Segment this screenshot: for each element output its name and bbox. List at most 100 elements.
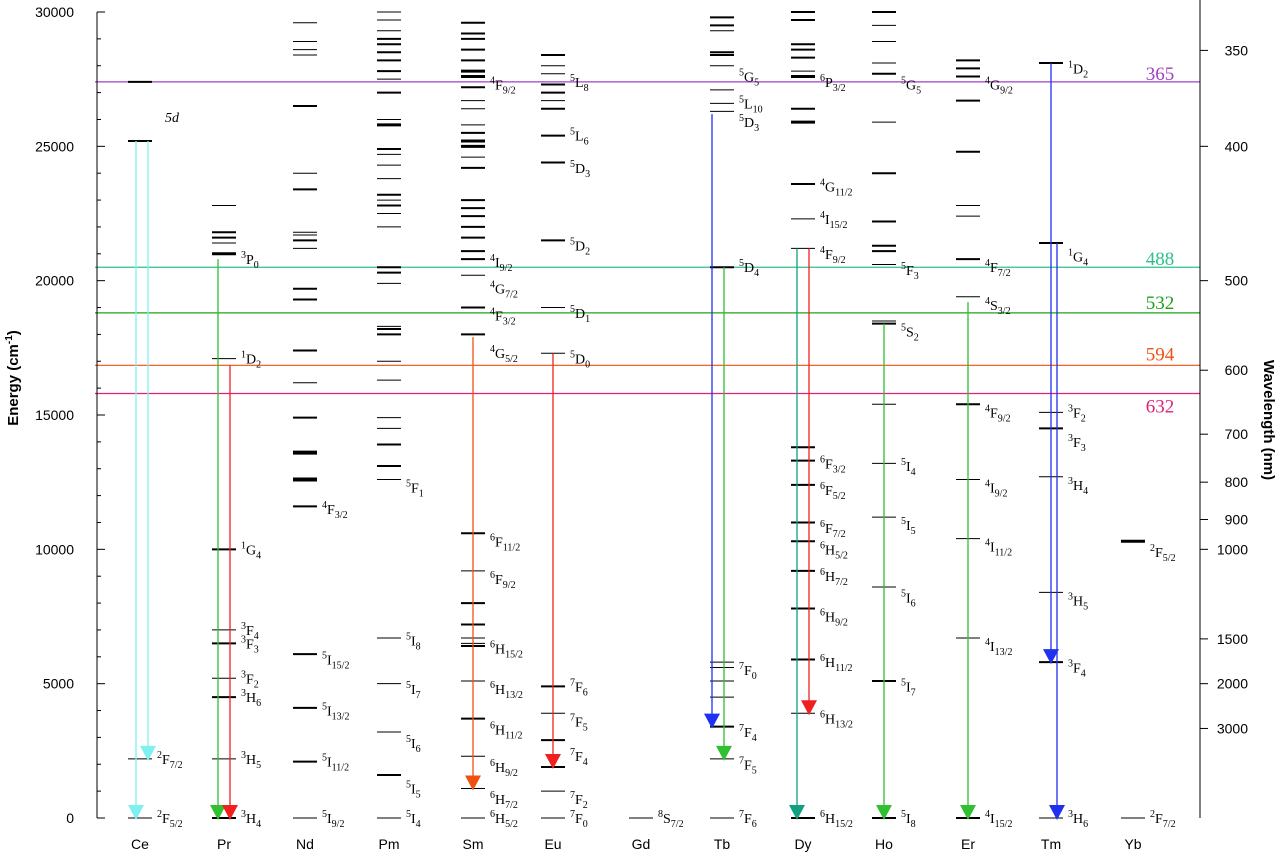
term-label-Pr: 1G4 xyxy=(241,540,261,561)
term-label-Sm: 6H9/2 xyxy=(490,758,518,779)
term-label-Tb: 7F5 xyxy=(739,755,757,776)
energy-tick-label: 5000 xyxy=(43,676,74,692)
term-label-Eu: 7F0 xyxy=(570,809,588,830)
term-label-Pr: 3F2 xyxy=(241,669,259,690)
term-label-Eu: 7F2 xyxy=(570,790,588,811)
term-label-Er: 4F9/2 xyxy=(985,403,1011,424)
term-label-Pr: 3H6 xyxy=(241,688,261,709)
wavelength-tick-label: 900 xyxy=(1225,511,1249,527)
transition-arrowhead-Dy xyxy=(789,805,805,820)
term-label-Yb: 2F5/2 xyxy=(1150,543,1176,564)
transition-arrowhead-Ho xyxy=(876,805,892,820)
ion-label-Eu: Eu xyxy=(544,836,561,852)
term-label-Pr: 3H5 xyxy=(241,750,261,771)
energy-tick-label: 30000 xyxy=(35,4,74,20)
wavelength-tick-label: 500 xyxy=(1225,273,1249,289)
term-label-Dy: 6H13/2 xyxy=(820,710,853,731)
term-label-Tm: 3F4 xyxy=(1068,659,1086,680)
term-label-Eu: 7F6 xyxy=(570,677,588,698)
term-label-Pm: 5I7 xyxy=(406,680,421,701)
ion-label-Gd: Gd xyxy=(632,836,651,852)
term-label-Ce-5d: 5d xyxy=(165,111,180,126)
ion-label-Sm: Sm xyxy=(463,836,484,852)
ion-label-Ce: Ce xyxy=(131,836,149,852)
transition-arrowhead-Dy xyxy=(801,700,817,716)
term-label-Nd: 5I11/2 xyxy=(322,753,349,774)
term-label-Dy: 6P3/2 xyxy=(820,73,846,94)
term-label-Nd: 5I15/2 xyxy=(322,650,349,671)
term-label-Dy: 6H5/2 xyxy=(820,540,848,561)
laser-label-365: 365 xyxy=(1146,64,1175,85)
term-label-Pm: 5I6 xyxy=(406,734,421,755)
ion-label-Tm: Tm xyxy=(1041,836,1061,852)
term-label-Pm: 5I8 xyxy=(406,632,421,653)
term-label-Pr: 3H4 xyxy=(241,809,261,830)
energy-tick-label: 0 xyxy=(66,810,74,826)
term-label-Ho: 5I8 xyxy=(901,809,916,830)
wavelength-tick-label: 800 xyxy=(1225,474,1249,490)
term-label-Yb: 2F7/2 xyxy=(1150,809,1176,830)
energy-tick-label: 25000 xyxy=(35,138,74,154)
ion-label-Ho: Ho xyxy=(875,836,893,852)
term-label-Sm: 4G5/2 xyxy=(490,344,518,365)
wavelength-tick-label: 2000 xyxy=(1217,676,1248,692)
transition-arrowhead-Ce xyxy=(128,805,144,820)
wavelength-tick-label: 600 xyxy=(1225,362,1249,378)
transition-arrowhead-Pr xyxy=(210,805,226,820)
term-label-Eu: 5L8 xyxy=(570,73,589,94)
ion-label-Pm: Pm xyxy=(379,836,400,852)
y-axis-title: Energy (cm-1) xyxy=(4,330,22,426)
term-label-Dy: 4I15/2 xyxy=(820,210,847,231)
term-label-Tm: 3F3 xyxy=(1068,433,1086,454)
term-label-Er: 4I11/2 xyxy=(985,538,1012,559)
term-label-Sm: 6H13/2 xyxy=(490,680,523,701)
term-label-Tm: 1G4 xyxy=(1068,247,1088,268)
term-label-Tb: 5L10 xyxy=(739,94,763,115)
term-label-Dy: 4G11/2 xyxy=(820,178,853,199)
term-label-Sm: 4F9/2 xyxy=(490,76,516,97)
term-label-Sm: 6F9/2 xyxy=(490,570,516,591)
term-label-Dy: 6H9/2 xyxy=(820,608,848,629)
transition-arrowhead-Tb xyxy=(704,713,720,729)
ion-label-Pr: Pr xyxy=(217,836,231,852)
term-label-Ho: 5I6 xyxy=(901,589,916,610)
wavelength-tick-label: 1500 xyxy=(1217,631,1248,647)
ion-label-Tb: Tb xyxy=(714,836,731,852)
wavelength-tick-label: 400 xyxy=(1225,138,1249,154)
term-label-Ho: 5I4 xyxy=(901,457,916,478)
energy-tick-label: 15000 xyxy=(35,407,74,423)
transition-arrowhead-Er xyxy=(960,805,976,820)
term-label-Er: 4I15/2 xyxy=(985,809,1012,830)
wavelength-tick-label: 350 xyxy=(1225,42,1249,58)
term-label-Sm: 6H15/2 xyxy=(490,640,523,661)
term-label-Tb: 5D3 xyxy=(739,113,759,134)
term-label-Eu: 5L6 xyxy=(570,127,589,148)
term-label-Eu: 5D2 xyxy=(570,237,590,258)
term-label-Dy: 6H7/2 xyxy=(820,567,848,588)
ion-label-Nd: Nd xyxy=(296,836,314,852)
transition-arrowhead-Tm xyxy=(1043,649,1059,665)
ion-label-Er: Er xyxy=(961,836,975,852)
term-label-Pr: 1D2 xyxy=(241,350,261,371)
laser-label-594: 594 xyxy=(1146,344,1175,365)
term-label-Sm: 4I9/2 xyxy=(490,253,512,274)
term-label-Dy: 6F3/2 xyxy=(820,454,846,475)
transition-arrowhead-Pr xyxy=(222,805,238,820)
term-label-Er: 4I9/2 xyxy=(985,479,1007,500)
term-label-Er: 4I13/2 xyxy=(985,637,1012,658)
term-label-Pr: 3F3 xyxy=(241,634,259,655)
term-label-Pm: 5F1 xyxy=(406,479,424,500)
transition-arrowhead-Sm xyxy=(465,775,481,791)
term-label-Dy: 6H15/2 xyxy=(820,809,853,830)
term-label-Ho: 5S2 xyxy=(901,323,919,344)
energy-axis: 0 5000 10000 15000 20000 25000 30000 xyxy=(35,4,105,826)
term-label-Eu: 7F4 xyxy=(570,747,588,768)
term-label-Tb: 7F4 xyxy=(739,723,757,744)
term-label-Er: 4F7/2 xyxy=(985,258,1011,279)
term-label-Pr: 3F4 xyxy=(241,621,259,642)
term-label-Eu: 7F5 xyxy=(570,712,588,733)
transition-arrowhead-Ce xyxy=(140,745,156,761)
transition-arrowhead-Eu xyxy=(545,753,561,769)
wavelength-axis: 350 400 500 600 700 800 900 1000 1500 2000 3000 xyxy=(1199,0,1249,818)
